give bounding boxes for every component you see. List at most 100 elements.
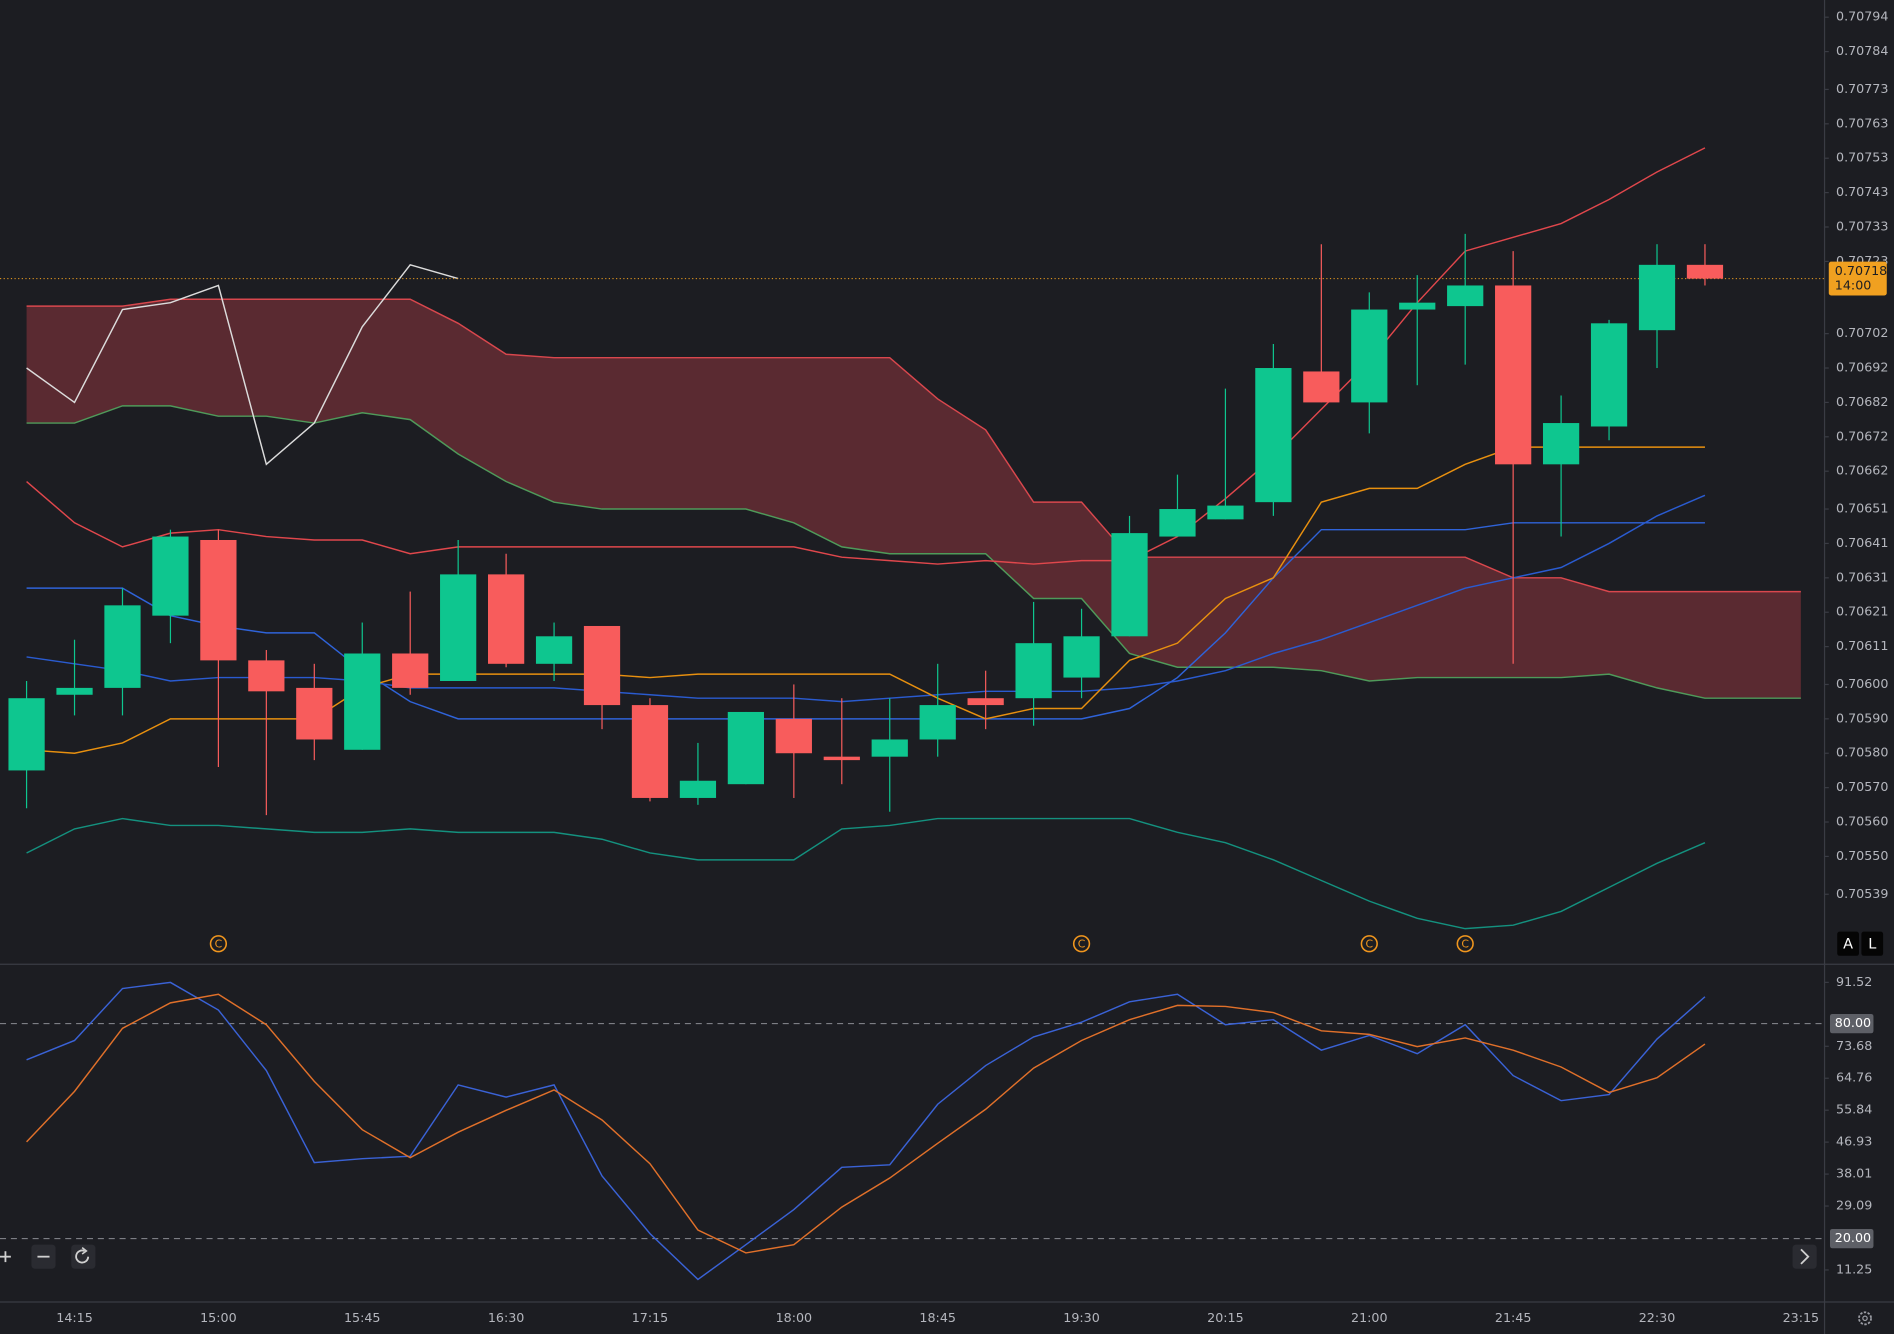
candle-body <box>775 718 812 754</box>
axes: 0.70794 0.70784 0.70773 0.70763 0.70753 0.707… <box>56 9 1888 1325</box>
candle-body <box>583 625 621 706</box>
oscillator-pane <box>0 981 1824 1281</box>
y-tick-label: 29.09 <box>1836 1198 1872 1213</box>
candle-body <box>967 698 1004 706</box>
scale-button[interactable] <box>1861 931 1884 956</box>
event-marker-label: C <box>1461 937 1469 950</box>
y-tick-label: 46.93 <box>1836 1134 1872 1149</box>
indicator-line <box>26 264 459 466</box>
candle-body <box>679 780 717 798</box>
candle-body <box>1255 368 1292 503</box>
y-tick-label: 0.70560 <box>1836 814 1888 829</box>
x-tick-label: 22:30 <box>1639 1310 1676 1325</box>
indicator-line <box>26 522 1705 720</box>
cloud-fill <box>26 299 1801 699</box>
level-label-box <box>1829 1013 1874 1034</box>
y-tick-label: 0.70539 <box>1836 886 1888 901</box>
x-tick-label: 17:15 <box>632 1310 669 1325</box>
event-marker[interactable] <box>1456 935 1474 953</box>
y-tick-label: 0.70794 <box>1836 9 1888 24</box>
candle-body <box>440 574 477 682</box>
x-tick-label: 21:45 <box>1495 1310 1532 1325</box>
y-tick-label: 0.70631 <box>1836 569 1888 584</box>
y-tick-label: 0.70682 <box>1836 394 1888 409</box>
candle-body <box>487 574 525 664</box>
x-tick-label: 19:30 <box>1063 1310 1100 1325</box>
x-tick-label: 18:45 <box>919 1310 956 1325</box>
countdown-label: 14:00 <box>1835 277 1872 292</box>
level-label: 20.00 <box>1835 1230 1871 1245</box>
candle-body <box>152 536 189 616</box>
event-marker[interactable] <box>1360 935 1378 953</box>
y-tick-label: 0.70763 <box>1836 115 1888 130</box>
y-tick-label: 11.25 <box>1836 1261 1872 1276</box>
y-tick-label: 0.70600 <box>1836 676 1888 691</box>
candle-body <box>1063 636 1100 678</box>
event-marker-label: C <box>215 937 223 950</box>
y-tick-label: 38.01 <box>1836 1166 1872 1181</box>
y-tick-label: 0.70662 <box>1836 463 1888 478</box>
candle-body <box>56 687 93 695</box>
last-price-box <box>1828 261 1887 296</box>
y-tick-label: 0.70570 <box>1836 779 1888 794</box>
scale-button[interactable] <box>1837 931 1859 956</box>
y-tick-label: 55.84 <box>1836 1102 1872 1117</box>
y-tick-label: 0.70590 <box>1836 710 1888 725</box>
candle-body <box>1686 264 1724 279</box>
candle-body <box>631 705 669 798</box>
candle-body <box>535 636 573 664</box>
indicator-line <box>26 494 1706 703</box>
y-tick-label: 73.68 <box>1836 1038 1872 1053</box>
x-tick-label: 23:15 <box>1783 1310 1820 1325</box>
y-tick-label: 0.70641 <box>1836 535 1888 550</box>
oscillator-line <box>26 993 1706 1254</box>
scale-button-label: L <box>1868 936 1876 952</box>
candle-body <box>1015 643 1052 699</box>
candle-body <box>1495 285 1532 465</box>
y-tick-label: 0.70651 <box>1836 501 1888 516</box>
y-tick-label: 0.70621 <box>1836 604 1888 619</box>
candle-body <box>1111 533 1148 637</box>
scroll-right-button[interactable] <box>1792 1244 1817 1269</box>
y-tick-label: 0.70784 <box>1836 43 1888 58</box>
candle-body <box>200 539 237 661</box>
candle-body <box>871 739 908 757</box>
candle-body <box>1590 323 1628 427</box>
x-tick-label: 15:45 <box>344 1310 381 1325</box>
candle-body <box>248 660 285 692</box>
y-tick-label: 0.70702 <box>1836 325 1888 340</box>
event-marker-label: C <box>1365 937 1373 950</box>
zoom-in-button[interactable] <box>0 1251 11 1263</box>
last-price-label: 0.70718 <box>1835 263 1887 278</box>
candle-body <box>727 711 765 785</box>
x-tick-label: 20:15 <box>1207 1310 1244 1325</box>
indicator-line <box>26 147 1706 565</box>
candle-body <box>392 653 429 688</box>
settings-button[interactable] <box>1858 1311 1872 1326</box>
x-tick-label: 18:00 <box>776 1310 813 1325</box>
indicator-line <box>26 817 1706 930</box>
y-tick-label: 0.70672 <box>1836 428 1888 443</box>
cloud-span-b <box>26 298 1801 593</box>
zoom-out-button[interactable] <box>31 1244 56 1269</box>
level-label-box <box>1829 1228 1874 1249</box>
y-tick-label: 0.70550 <box>1836 848 1888 863</box>
x-tick-label: 16:30 <box>488 1310 525 1325</box>
candle-body <box>1207 505 1244 520</box>
candle-body <box>1542 423 1580 465</box>
y-tick-label: 0.70743 <box>1836 184 1888 199</box>
candle-body <box>1638 264 1676 331</box>
candle-body <box>1351 309 1388 403</box>
event-marker[interactable] <box>1072 935 1091 953</box>
reset-button[interactable] <box>71 1244 96 1269</box>
y-tick-label: 0.70733 <box>1836 219 1888 234</box>
y-tick-label: 64.76 <box>1836 1070 1872 1085</box>
candle-body <box>823 756 860 761</box>
candle-body <box>1159 509 1196 537</box>
candle-body <box>919 705 956 740</box>
cloud-span-a <box>26 405 1801 699</box>
y-tick-label: 0.70692 <box>1836 360 1888 375</box>
event-marker[interactable] <box>209 935 228 953</box>
candle-body <box>1447 285 1484 307</box>
